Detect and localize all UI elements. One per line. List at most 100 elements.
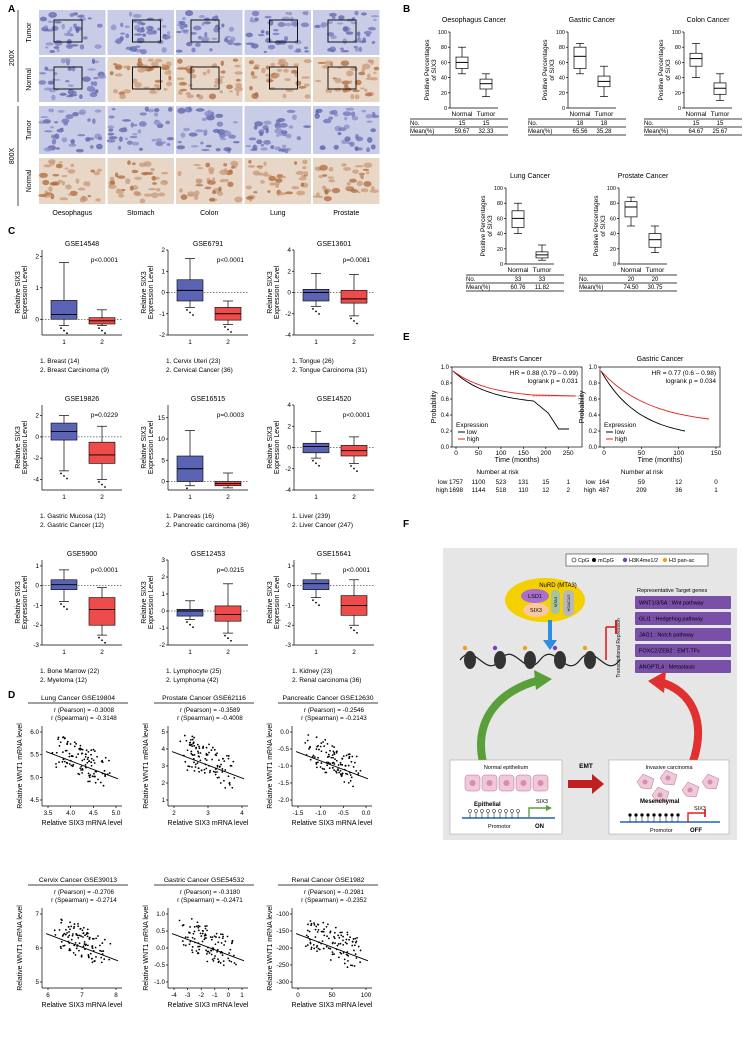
scatter-point	[210, 949, 213, 952]
tissue-cell	[362, 168, 370, 172]
epithelial-label: Epithelial	[474, 802, 501, 808]
c-ylabel: Expression Level	[148, 575, 155, 629]
scatter-point	[191, 949, 193, 952]
tissue-cell	[115, 38, 122, 45]
tissue-cell	[61, 174, 68, 178]
scatter-point	[335, 771, 338, 774]
scatter-point	[203, 768, 206, 771]
y-tick-label: 1.0	[156, 911, 165, 918]
y-tick-label: 0.0	[441, 445, 450, 451]
tissue-cell	[204, 31, 208, 38]
scatter-point	[329, 931, 332, 934]
scatter-point	[353, 965, 356, 967]
tissue-cell	[365, 114, 373, 119]
scatter-point	[355, 755, 358, 758]
tissue-cell	[314, 113, 320, 119]
tissue-cell	[250, 43, 259, 49]
tissue-cell	[131, 169, 139, 174]
scatter-point	[344, 764, 347, 767]
tissue-cell	[211, 64, 218, 68]
scatter-point	[199, 932, 202, 935]
tissue-cell	[272, 182, 280, 186]
tissue-cell	[234, 86, 243, 92]
scatter-point	[230, 942, 233, 945]
outlier	[353, 320, 355, 322]
row-label-tumor: Tumor	[26, 22, 33, 43]
scatter-point	[62, 944, 65, 947]
zoom-box	[269, 66, 298, 90]
tissue-cell	[345, 107, 355, 111]
outlier	[192, 626, 194, 629]
target-gene-label: ANGPTL4 : Metastasis	[639, 665, 695, 671]
scatter-point	[71, 755, 74, 758]
tissue-cell	[195, 179, 202, 185]
scatter-point	[353, 944, 356, 947]
tissue-cell	[143, 193, 153, 197]
tissue-cell	[154, 79, 164, 83]
tissue-cell	[219, 169, 229, 176]
risk-high-value: 209	[636, 487, 647, 494]
y-tick-label: 4	[287, 247, 291, 254]
outlier	[104, 641, 106, 644]
legend-h3k4: H3K4me1/2	[629, 558, 658, 564]
tissue-cell	[200, 141, 204, 145]
b-chart-title: Oesophagus Cancer	[442, 17, 507, 24]
scatter-point	[75, 742, 77, 745]
tissue-cell	[141, 64, 150, 71]
scatter-point	[315, 766, 318, 769]
outlier	[224, 634, 226, 637]
tissue-cell	[39, 72, 47, 75]
scatter-point	[183, 734, 186, 737]
x-tick-label: -2	[198, 992, 204, 999]
scatter-point	[214, 943, 217, 946]
scatter-point	[184, 760, 187, 763]
tissue-cell	[59, 197, 69, 201]
outlier	[315, 462, 317, 465]
tissue-cell	[284, 61, 289, 67]
scatter-point	[101, 942, 104, 944]
d-ylabel: Relative WNT1 mRNA level	[267, 723, 274, 809]
outlier	[350, 626, 352, 629]
scatter-point	[199, 759, 202, 762]
tissue-cell	[219, 133, 226, 139]
d-chart-title: Prostate Cancer GSE62116	[162, 695, 246, 702]
tissue-cell	[354, 165, 364, 168]
target-gene-label: GLI1 : Hedgehog pathway	[639, 617, 703, 623]
scatter-point	[347, 781, 350, 784]
c-legend-item: 1. Tongue (26)	[292, 358, 334, 365]
scatter-point	[75, 933, 78, 936]
c-chart-title: GSE14520	[317, 396, 351, 403]
scatter-point	[335, 770, 337, 773]
y-tick-label: 1	[35, 285, 39, 292]
tissue-cell	[132, 141, 140, 146]
tissue-cell	[97, 74, 107, 79]
tissue-cell	[350, 67, 359, 71]
d-xlabel: Relative SIX3 mRNA level	[168, 820, 249, 827]
scatter-point	[101, 759, 104, 762]
c-chart-title: GSE5900	[67, 551, 97, 558]
tissue-cell	[49, 181, 58, 186]
tissue-cell	[344, 116, 348, 121]
scatter-point	[314, 936, 317, 938]
y-tick-label: 0.5	[156, 928, 165, 935]
scatter-point	[333, 935, 335, 938]
tissue-cell	[225, 178, 229, 183]
y-tick-label: 80	[610, 201, 616, 207]
tissue-cell	[325, 88, 329, 93]
normal-promotor-label: Promotor	[488, 824, 511, 830]
tissue-cell	[193, 194, 199, 201]
y-tick-label: 2	[287, 423, 291, 430]
p-value: p=0.0003	[217, 412, 245, 419]
risk-low-value: 164	[599, 479, 610, 486]
x-tick-label: 100	[361, 992, 372, 999]
scatter-point	[53, 929, 56, 932]
outlier	[356, 470, 358, 472]
regression-line	[45, 751, 119, 780]
tissue-cell	[331, 16, 336, 20]
tissue-cell	[46, 68, 54, 72]
y-tick-label: 40	[497, 232, 503, 238]
scatter-point	[63, 944, 66, 947]
scatter-point	[84, 763, 87, 766]
scatter-point	[80, 769, 82, 771]
scatter-point	[343, 962, 346, 965]
